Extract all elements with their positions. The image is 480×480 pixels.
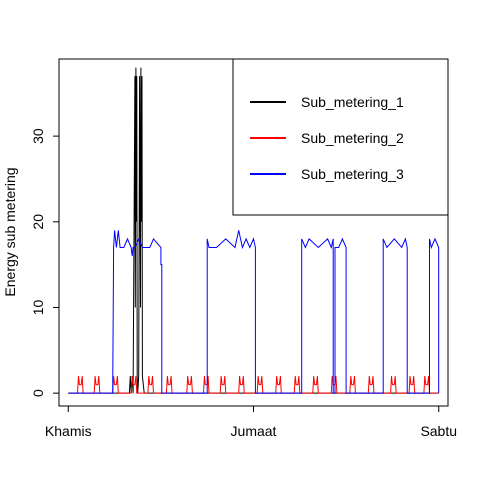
legend-items: Sub_metering_1 Sub_metering_2 Sub_metering… <box>250 94 404 182</box>
x-tick-label: Sabtu <box>420 423 457 439</box>
series-line-2 <box>68 375 439 394</box>
y-tick-label: 10 <box>30 299 46 315</box>
legend: Sub_metering_1 Sub_metering_2 Sub_metering… <box>232 58 449 216</box>
y-tick-label: 20 <box>30 214 46 230</box>
y-tick-label: 0 <box>30 389 46 397</box>
legend-label-2: Sub_metering_2 <box>301 130 404 146</box>
y-tick-label: 30 <box>30 128 46 144</box>
series-layer <box>68 67 440 394</box>
legend-label-1: Sub_metering_1 <box>301 94 404 110</box>
series-line-3 <box>68 230 440 394</box>
y-axis: 0 10 20 30 <box>30 128 60 397</box>
x-tick-label: Khamis <box>45 423 92 439</box>
legend-label-3: Sub_metering_3 <box>301 166 404 182</box>
x-axis: Khamis Jumaat Sabtu <box>45 405 457 439</box>
x-tick-label: Jumaat <box>231 423 277 439</box>
y-axis-label: Energy sub metering <box>2 167 18 296</box>
